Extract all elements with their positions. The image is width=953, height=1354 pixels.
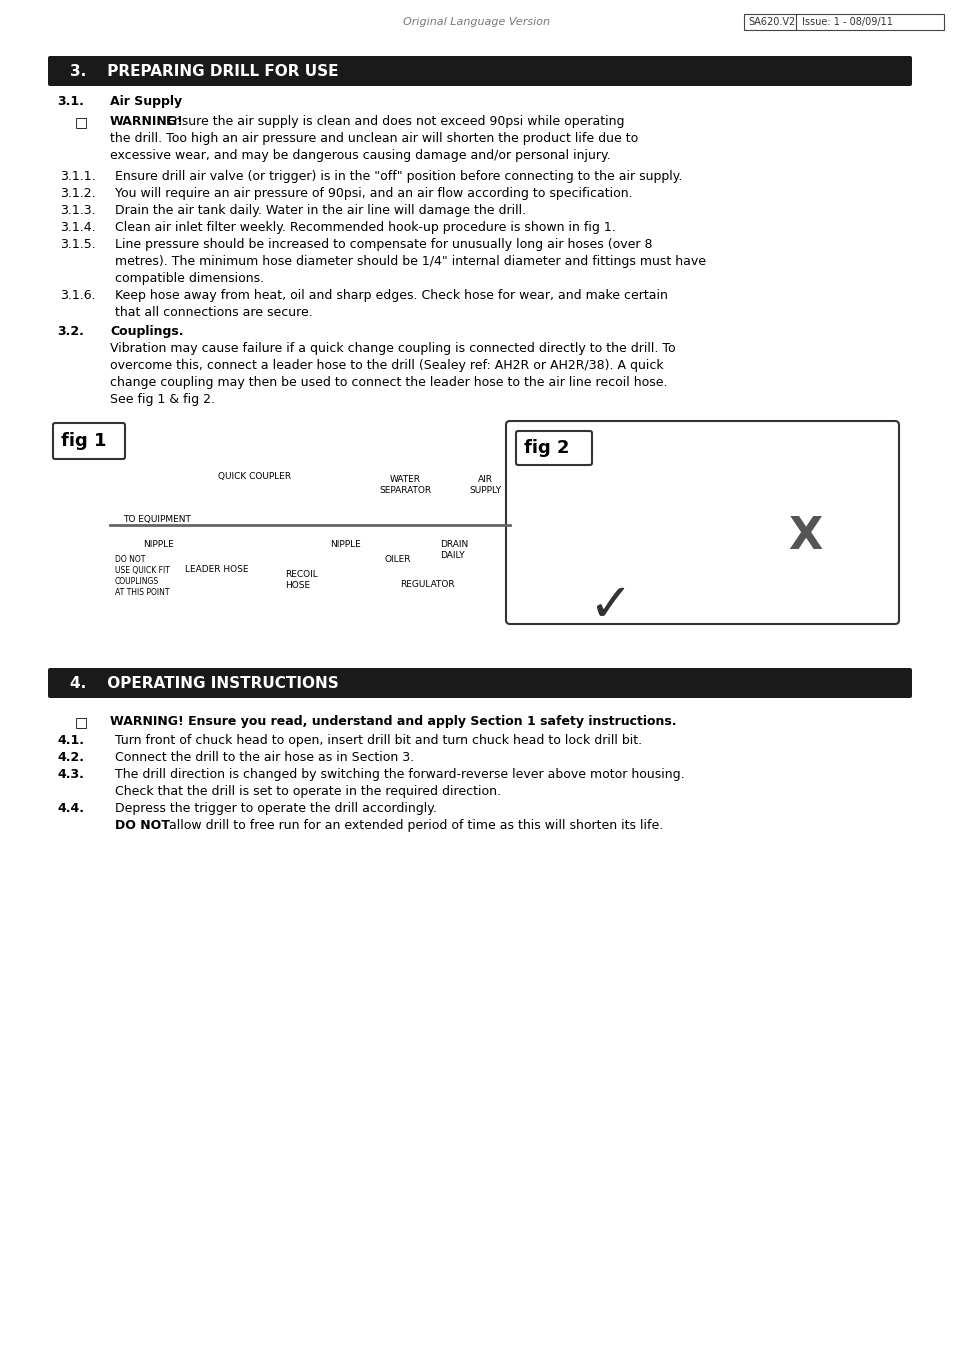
Text: Connect the drill to the air hose as in Section 3.: Connect the drill to the air hose as in … [115,751,414,764]
Text: fig 2: fig 2 [523,439,569,458]
Text: Turn front of chuck head to open, insert drill bit and turn chuck head to lock d: Turn front of chuck head to open, insert… [115,734,641,747]
Text: DO NOT
USE QUICK FIT
COUPLINGS
AT THIS POINT: DO NOT USE QUICK FIT COUPLINGS AT THIS P… [115,555,170,597]
Text: AIR
SUPPLY: AIR SUPPLY [469,475,500,496]
Text: 3.1.: 3.1. [57,95,84,108]
Text: Air Supply: Air Supply [110,95,182,108]
Text: LEADER HOSE: LEADER HOSE [185,565,248,574]
Text: overcome this, connect a leader hose to the drill (Sealey ref: AH2R or AH2R/38).: overcome this, connect a leader hose to … [110,359,663,372]
Text: Keep hose away from heat, oil and sharp edges. Check hose for wear, and make cer: Keep hose away from heat, oil and sharp … [115,288,667,302]
Text: You will require an air pressure of 90psi, and an air flow according to specific: You will require an air pressure of 90ps… [115,187,632,200]
Text: metres). The minimum hose diameter should be 1/4" internal diameter and fittings: metres). The minimum hose diameter shoul… [115,255,705,268]
Text: 3.1.3.: 3.1.3. [60,204,95,217]
FancyBboxPatch shape [505,421,898,624]
Text: Issue: 1 - 08/09/11: Issue: 1 - 08/09/11 [801,18,892,27]
Text: Vibration may cause failure if a quick change coupling is connected directly to : Vibration may cause failure if a quick c… [110,343,675,355]
Text: DO NOT: DO NOT [115,819,170,831]
Text: ✓: ✓ [587,580,632,632]
Text: RECOIL
HOSE: RECOIL HOSE [285,570,317,590]
Text: 4.2.: 4.2. [57,751,84,764]
Text: 3.1.1.: 3.1.1. [60,171,95,183]
Text: WARNING!: WARNING! [110,115,184,129]
Text: TO EQUIPMENT: TO EQUIPMENT [123,515,191,524]
Text: SA620.V2: SA620.V2 [747,18,795,27]
FancyBboxPatch shape [48,668,911,699]
Text: fig 1: fig 1 [61,432,107,450]
Text: 3.1.2.: 3.1.2. [60,187,95,200]
Text: 3.1.6.: 3.1.6. [60,288,95,302]
Bar [743,14,943,30]
Text: 4.1.: 4.1. [57,734,84,747]
Text: Check that the drill is set to operate in the required direction.: Check that the drill is set to operate i… [115,785,500,798]
Text: 4.    OPERATING INSTRUCTIONS: 4. OPERATING INSTRUCTIONS [70,676,338,691]
Text: 4.4.: 4.4. [57,802,84,815]
Text: compatible dimensions.: compatible dimensions. [115,272,264,284]
Text: Line pressure should be increased to compensate for unusually long air hoses (ov: Line pressure should be increased to com… [115,238,652,250]
Text: Depress the trigger to operate the drill accordingly.: Depress the trigger to operate the drill… [115,802,436,815]
Text: the drill. Too high an air pressure and unclean air will shorten the product lif: the drill. Too high an air pressure and … [110,131,638,145]
Text: NIPPLE: NIPPLE [143,540,173,548]
Text: OILER: OILER [385,555,411,565]
Text: □: □ [75,115,88,129]
Text: Ensure drill air valve (or trigger) is in the "off" position before connecting t: Ensure drill air valve (or trigger) is i… [115,171,681,183]
Text: WATER
SEPARATOR: WATER SEPARATOR [378,475,431,496]
Text: Ensure the air supply is clean and does not exceed 90psi while operating: Ensure the air supply is clean and does … [162,115,624,129]
Text: 4.3.: 4.3. [57,768,84,781]
Text: Drain the air tank daily. Water in the air line will damage the drill.: Drain the air tank daily. Water in the a… [115,204,525,217]
Text: REGULATOR: REGULATOR [399,580,455,589]
Text: excessive wear, and may be dangerous causing damage and/or personal injury.: excessive wear, and may be dangerous cau… [110,149,610,162]
Text: 3.2.: 3.2. [57,325,84,338]
FancyBboxPatch shape [53,422,125,459]
Text: WARNING! Ensure you read, understand and apply Section 1 safety instructions.: WARNING! Ensure you read, understand and… [110,715,676,728]
Text: The drill direction is changed by switching the forward-reverse lever above moto: The drill direction is changed by switch… [115,768,684,781]
Text: change coupling may then be used to connect the leader hose to the air line reco: change coupling may then be used to conn… [110,376,667,389]
Text: NIPPLE: NIPPLE [330,540,360,548]
Text: X: X [787,515,821,558]
Text: DRAIN
DAILY: DRAIN DAILY [439,540,468,561]
Text: 3.    PREPARING DRILL FOR USE: 3. PREPARING DRILL FOR USE [70,64,338,79]
Text: that all connections are secure.: that all connections are secure. [115,306,313,320]
Text: □: □ [75,715,88,728]
Text: Clean air inlet filter weekly. Recommended hook-up procedure is shown in fig 1.: Clean air inlet filter weekly. Recommend… [115,221,615,234]
FancyBboxPatch shape [516,431,592,464]
Text: Couplings.: Couplings. [110,325,183,338]
FancyBboxPatch shape [48,56,911,87]
Text: 3.1.5.: 3.1.5. [60,238,95,250]
Text: 3.1.4.: 3.1.4. [60,221,95,234]
Text: allow drill to free run for an extended period of time as this will shorten its : allow drill to free run for an extended … [165,819,662,831]
Text: See fig 1 & fig 2.: See fig 1 & fig 2. [110,393,214,406]
Text: QUICK COUPLER: QUICK COUPLER [218,473,292,481]
Text: Original Language Version: Original Language Version [403,18,550,27]
